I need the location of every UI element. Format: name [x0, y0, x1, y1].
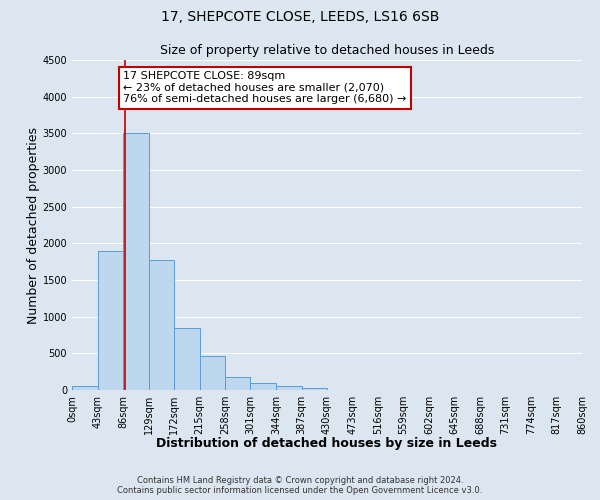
Bar: [174, 328, 199, 390]
Bar: [225, 377, 251, 390]
Bar: [149, 260, 174, 390]
Bar: [72, 386, 97, 390]
Bar: [302, 388, 327, 390]
Text: Contains HM Land Registry data © Crown copyright and database right 2024.
Contai: Contains HM Land Registry data © Crown c…: [118, 476, 482, 495]
Bar: [276, 386, 302, 390]
Bar: [199, 356, 225, 390]
Title: Size of property relative to detached houses in Leeds: Size of property relative to detached ho…: [160, 44, 494, 58]
Bar: [251, 383, 276, 390]
Text: 17 SHEPCOTE CLOSE: 89sqm
← 23% of detached houses are smaller (2,070)
76% of sem: 17 SHEPCOTE CLOSE: 89sqm ← 23% of detach…: [123, 71, 406, 104]
X-axis label: Distribution of detached houses by size in Leeds: Distribution of detached houses by size …: [157, 437, 497, 450]
Bar: [123, 134, 149, 390]
Y-axis label: Number of detached properties: Number of detached properties: [26, 126, 40, 324]
Bar: [97, 250, 123, 390]
Text: 17, SHEPCOTE CLOSE, LEEDS, LS16 6SB: 17, SHEPCOTE CLOSE, LEEDS, LS16 6SB: [161, 10, 439, 24]
